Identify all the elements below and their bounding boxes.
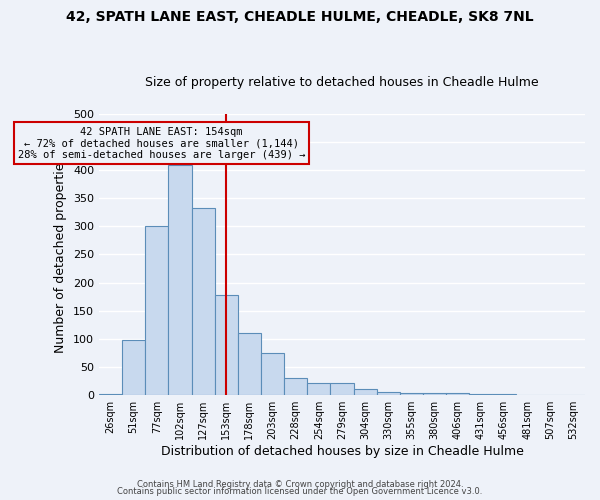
Bar [215,295,238,394]
Bar [446,393,469,394]
Y-axis label: Number of detached properties: Number of detached properties [55,156,67,353]
Bar [145,226,169,394]
Bar [423,393,446,394]
Text: Contains HM Land Registry data © Crown copyright and database right 2024.: Contains HM Land Registry data © Crown c… [137,480,463,489]
Bar [122,340,145,394]
Bar [169,165,191,394]
Bar [400,393,423,394]
Text: Contains public sector information licensed under the Open Government Licence v3: Contains public sector information licen… [118,487,482,496]
Title: Size of property relative to detached houses in Cheadle Hulme: Size of property relative to detached ho… [145,76,539,90]
Bar [191,208,215,394]
X-axis label: Distribution of detached houses by size in Cheadle Hulme: Distribution of detached houses by size … [161,444,523,458]
Bar [261,352,284,395]
Bar [331,384,353,394]
Bar [377,392,400,394]
Text: 42 SPATH LANE EAST: 154sqm
← 72% of detached houses are smaller (1,144)
28% of s: 42 SPATH LANE EAST: 154sqm ← 72% of deta… [18,126,305,160]
Bar [307,384,331,394]
Bar [353,389,377,394]
Bar [238,333,261,394]
Bar [284,378,307,394]
Text: 42, SPATH LANE EAST, CHEADLE HULME, CHEADLE, SK8 7NL: 42, SPATH LANE EAST, CHEADLE HULME, CHEA… [66,10,534,24]
